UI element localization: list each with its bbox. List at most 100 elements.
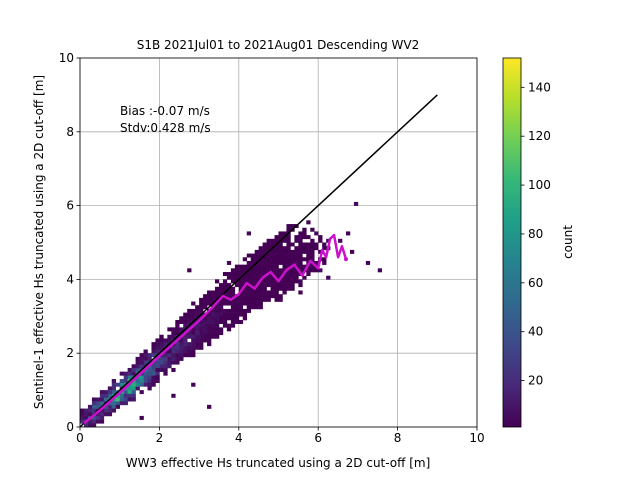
binned-median-point: [343, 257, 348, 262]
heatmap-cell: [155, 364, 160, 369]
heatmap-cell: [187, 312, 192, 317]
heatmap-cell: [187, 349, 192, 354]
heatmap-cell: [286, 257, 291, 262]
heatmap-cell: [155, 379, 160, 384]
heatmap-cell: [258, 253, 263, 258]
heatmap-cell: [270, 286, 275, 291]
heatmap-cell: [230, 272, 236, 277]
heatmap-cell: [199, 297, 204, 302]
heatmap-cell: [147, 379, 152, 384]
heatmap-cell: [238, 264, 244, 269]
heatmap-cell: [171, 327, 176, 332]
heatmap-cell: [214, 334, 220, 339]
heatmap-cell: [365, 260, 371, 265]
heatmap-cell: [175, 349, 180, 354]
heatmap-cell: [286, 286, 291, 291]
heatmap-cell: [270, 238, 275, 243]
heatmap-cell: [274, 249, 279, 254]
heatmap-cell: [298, 290, 303, 295]
heatmap-cell: [87, 419, 93, 424]
y-tick-label: 10: [59, 51, 74, 65]
heatmap-cell: [91, 408, 97, 413]
y-axis-label: Sentinel-1 effective Hs truncated using …: [32, 75, 46, 409]
heatmap-cell: [207, 316, 212, 321]
heatmap-cell: [207, 331, 212, 336]
x-tick-label: 0: [76, 431, 84, 445]
heatmap-cell: [254, 253, 259, 258]
heatmap-cell: [266, 297, 271, 302]
heatmap-cell: [250, 275, 255, 280]
heatmap-cell: [254, 305, 259, 310]
heatmap-cell: [246, 231, 252, 236]
heatmap-cell: [286, 283, 291, 288]
heatmap-cell: [234, 268, 240, 273]
heatmap-cell: [294, 272, 299, 277]
heatmap-cell: [246, 279, 252, 284]
heatmap-cell: [218, 316, 224, 321]
heatmap-cell: [286, 249, 291, 254]
heatmap-cell: [278, 268, 283, 273]
heatmap-cell: [246, 253, 252, 258]
heatmap-cell: [250, 272, 255, 277]
heatmap-cell: [282, 249, 287, 254]
heatmap-cell: [135, 356, 140, 361]
heatmap-cell: [151, 364, 156, 369]
y-tick-label: 8: [66, 125, 74, 139]
heatmap-cell: [203, 301, 208, 306]
heatmap-cell: [91, 415, 97, 420]
heatmap-cell: [282, 246, 287, 251]
heatmap-cell: [214, 279, 220, 284]
heatmap-cell: [163, 364, 168, 369]
heatmap-cell: [266, 279, 271, 284]
heatmap-cell: [258, 268, 263, 273]
heatmap-cell: [258, 290, 263, 295]
heatmap-cell: [207, 323, 212, 328]
heatmap-cell: [349, 249, 355, 254]
heatmap-cell: [310, 253, 315, 258]
heatmap-cell: [167, 364, 172, 369]
heatmap-cell: [246, 294, 252, 299]
heatmap-cell: [254, 257, 259, 262]
heatmap-cell: [226, 294, 232, 299]
heatmap-cell: [151, 353, 156, 358]
heatmap-cell: [195, 345, 200, 350]
heatmap-cell: [175, 323, 180, 328]
heatmap-cell: [159, 334, 164, 339]
heatmap-cell: [183, 316, 188, 321]
heatmap-cell: [151, 371, 156, 376]
heatmap-cell: [191, 338, 196, 343]
heatmap-cell: [159, 364, 164, 369]
heatmap-cell: [242, 294, 248, 299]
heatmap-cell: [191, 342, 196, 347]
heatmap-cell: [115, 382, 120, 387]
heatmap-cell: [282, 253, 287, 258]
heatmap-cell: [294, 253, 299, 258]
heatmap-cell: [246, 264, 252, 269]
heatmap-cell: [258, 283, 263, 288]
heatmap-cell: [99, 397, 105, 402]
heatmap-cell: [183, 319, 188, 324]
colorbar: [502, 57, 522, 428]
heatmap-cell: [214, 323, 220, 328]
heatmap-cell: [143, 375, 148, 380]
heatmap-cell: [163, 353, 168, 358]
bias-annotation: Bias :-0.07 m/s: [120, 104, 210, 118]
colorbar-tick-label: 120: [528, 129, 551, 143]
heatmap-cell: [103, 397, 109, 402]
heatmap-cell: [290, 283, 295, 288]
heatmap-cell: [179, 353, 184, 358]
heatmap-cell: [159, 367, 164, 372]
heatmap-cell: [191, 312, 196, 317]
heatmap-cell: [159, 356, 164, 361]
heatmap-cell: [99, 390, 105, 395]
heatmap-cell: [179, 345, 184, 350]
heatmap-cell: [230, 297, 236, 302]
heatmap-cell: [199, 308, 204, 313]
heatmap-cell: [91, 401, 97, 406]
heatmap-cell: [218, 297, 224, 302]
heatmap-cell: [270, 279, 275, 284]
heatmap-cell: [302, 235, 307, 240]
heatmap-cell: [143, 353, 148, 358]
heatmap-cell: [254, 275, 259, 280]
heatmap-cell: [238, 305, 244, 310]
